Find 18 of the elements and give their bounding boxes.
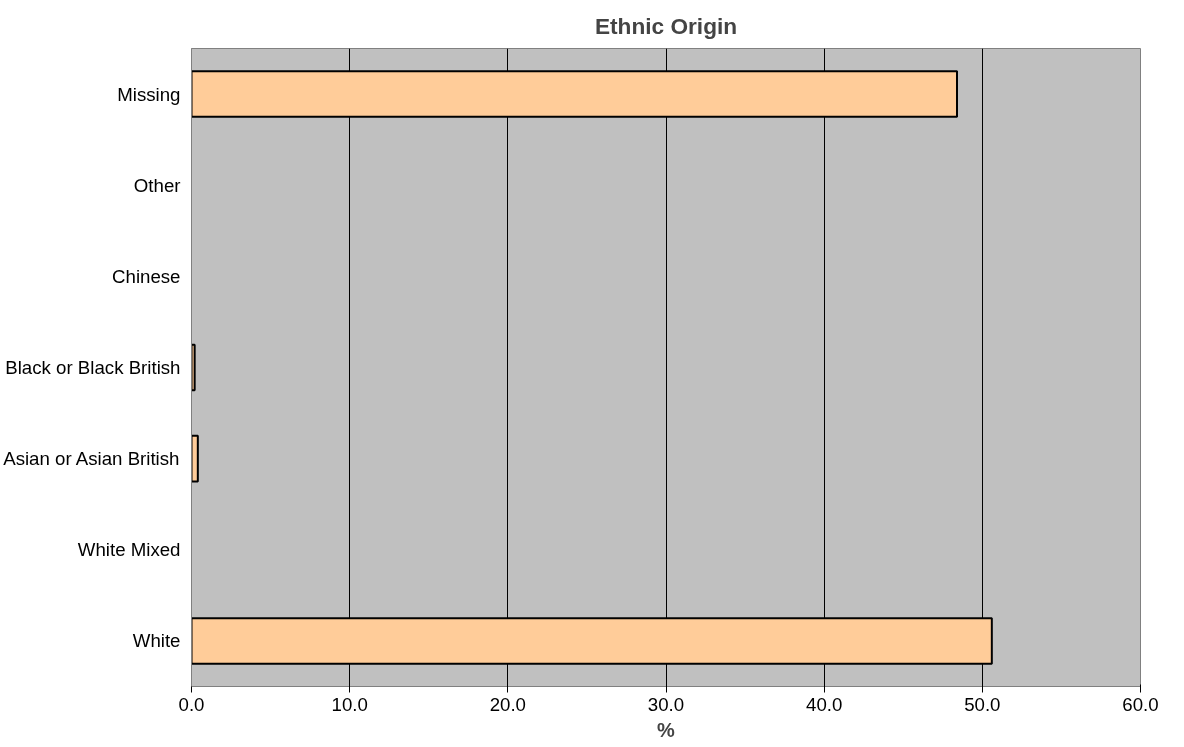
x-tick-label: 20.0 xyxy=(489,693,526,715)
x-axis-title: % xyxy=(657,718,676,741)
y-tick-label: White Mixed xyxy=(77,539,181,561)
x-tick-label: 30.0 xyxy=(647,693,685,715)
y-tick-label: Chinese xyxy=(112,265,181,287)
x-tick-label: 50.0 xyxy=(964,693,1001,715)
y-tick-label: White xyxy=(132,630,181,652)
y-tick-label: Other xyxy=(133,174,181,196)
x-tick-label: 40.0 xyxy=(806,693,843,715)
x-tick-label: 60.0 xyxy=(1122,693,1159,715)
y-tick-label: Black or Black British xyxy=(5,357,181,378)
bar xyxy=(191,434,199,483)
x-tick-label: 10.0 xyxy=(331,693,368,715)
chart-title: Ethnic Origin xyxy=(594,12,738,39)
bar xyxy=(191,343,196,392)
x-tick-label: 0.0 xyxy=(178,693,205,715)
y-tick-label: Missing xyxy=(117,83,181,105)
y-tick-label: Asian or Asian British xyxy=(3,448,180,470)
